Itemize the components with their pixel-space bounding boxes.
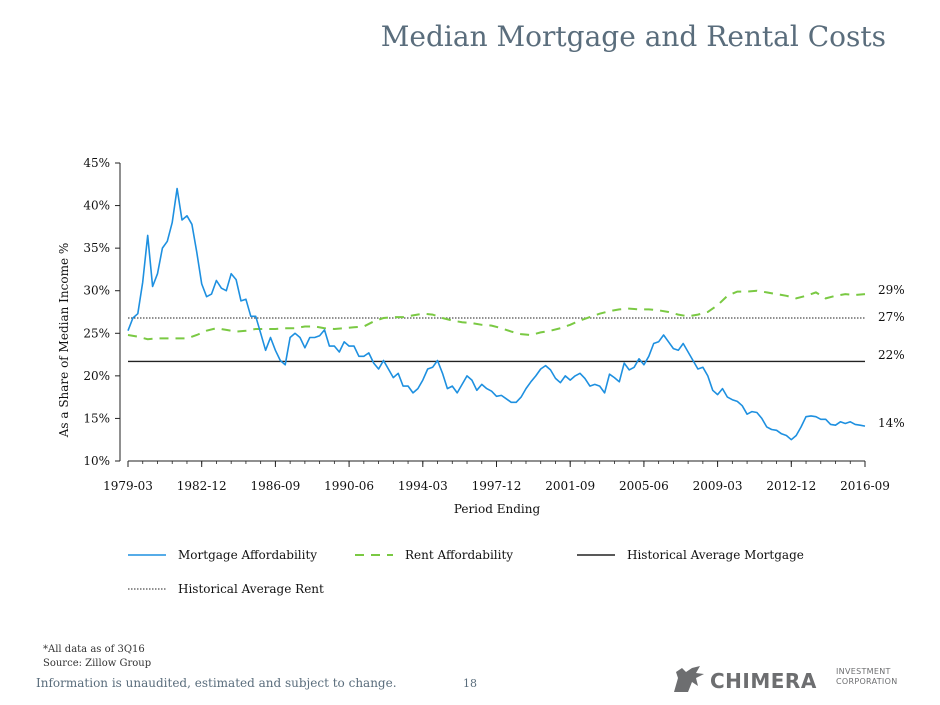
legend: Mortgage Affordability Rent Affordability… bbox=[128, 548, 804, 596]
x-tick-label: 1990-06 bbox=[324, 479, 374, 493]
source-note: Source: Zillow Group bbox=[43, 658, 152, 669]
y-tick-label: 45% bbox=[83, 156, 110, 170]
company-logo: CHIMERA INVESTMENT CORPORATION bbox=[670, 664, 915, 694]
line-chart: 10%15%20%25%30%35%40%45% 1979-03 1982-12 1… bbox=[57, 156, 905, 596]
x-tick-label: 1982-12 bbox=[177, 479, 227, 493]
y-axis-label: As a Share of Median Income % bbox=[57, 243, 71, 439]
x-tick-label: 1986-09 bbox=[250, 479, 300, 493]
logo-subtitle-line1: INVESTMENT bbox=[836, 667, 891, 676]
end-labels: 29% 27% 22% 14% bbox=[878, 283, 905, 430]
x-tick-label: 1994-03 bbox=[398, 479, 448, 493]
page-title: Median Mortgage and Rental Costs bbox=[380, 20, 886, 53]
x-tick-label: 2016-09 bbox=[840, 479, 890, 493]
legend-label: Rent Affordability bbox=[405, 548, 513, 562]
legend-label: Historical Average Rent bbox=[178, 582, 324, 596]
logo-subtitle-line2: CORPORATION bbox=[836, 677, 898, 686]
y-tick-label: 30% bbox=[83, 284, 110, 298]
legend-label: Historical Average Mortgage bbox=[627, 548, 804, 562]
y-axis: 10% 15% 20% 25% 30% 35% 40% 45% bbox=[83, 156, 121, 468]
end-value-label: 27% bbox=[878, 310, 905, 324]
legend-label: Mortgage Affordability bbox=[178, 548, 317, 562]
x-tick-label: 2009-03 bbox=[693, 479, 743, 493]
x-tick-label: 2001-09 bbox=[545, 479, 595, 493]
end-value-label: 22% bbox=[878, 348, 905, 362]
x-tick-label: 2012-12 bbox=[766, 479, 816, 493]
disclaimer: Information is unaudited, estimated and … bbox=[36, 676, 397, 690]
x-tick-label: 2005-06 bbox=[619, 479, 669, 493]
y-tick-label: 35% bbox=[83, 241, 110, 255]
series-layer bbox=[127, 187, 866, 441]
end-value-label: 14% bbox=[878, 416, 905, 430]
x-tick-label: 1979-03 bbox=[103, 479, 153, 493]
series-line-mortgage-affordability bbox=[127, 187, 866, 441]
x-axis: 1979-03 1982-12 1986-09 1990-06 1994-03 1997-… bbox=[103, 460, 890, 493]
end-value-label: 29% bbox=[878, 283, 905, 297]
series-line-rent-affordability bbox=[127, 289, 866, 341]
footnote: *All data as of 3Q16 bbox=[43, 644, 145, 655]
logo-subtitle: INVESTMENT CORPORATION bbox=[836, 667, 897, 687]
x-tick-label: 1997-12 bbox=[472, 479, 522, 493]
y-tick-label: 40% bbox=[83, 199, 110, 213]
y-tick-label: 15% bbox=[83, 411, 110, 425]
griffin-icon bbox=[674, 666, 704, 692]
x-axis-label: Period Ending bbox=[454, 502, 541, 516]
logo-wordmark: CHIMERA bbox=[710, 669, 817, 693]
page-number: 18 bbox=[463, 677, 477, 690]
y-tick-label: 25% bbox=[83, 326, 110, 340]
y-tick-label: 20% bbox=[83, 369, 110, 383]
y-tick-label: 10% bbox=[83, 454, 110, 468]
